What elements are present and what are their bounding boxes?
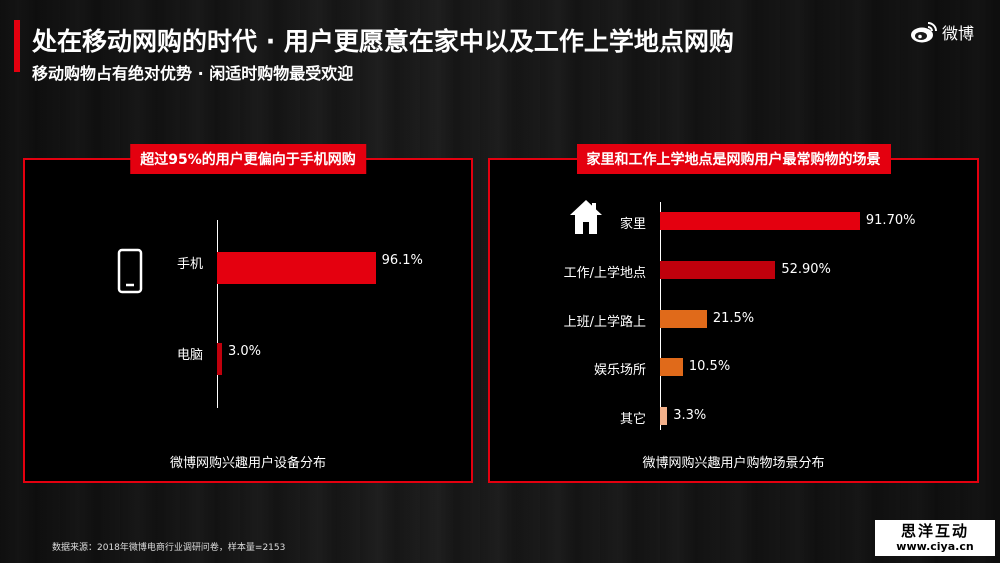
category-label: 工作/上学地点 [563,266,646,281]
watermark-url: www.ciya.cn [896,540,974,553]
bar [217,252,376,284]
category-label: 家里 [619,217,646,232]
value-label: 10.5% [688,359,731,374]
device-axis [217,220,218,408]
bar [660,358,683,376]
page-subtitle: 移动购物占有绝对优势 · 闲适时购物最受欢迎 [32,64,354,83]
device-panel-caption: 微博网购兴趣用户设备分布 [169,456,326,471]
category-label: 上班/上学路上 [563,315,646,330]
bar [217,343,222,375]
value-label: 21.5% [712,311,755,326]
scene-panel-caption: 微博网购兴趣用户购物场景分布 [642,456,825,471]
scene-distribution-panel: 家里和工作上学地点是网购用户最常购物的场景 家里 91.70% 工作/上学地点 52.… [488,144,979,483]
watermark-badge: 思洋互动 www.ciya.cn [875,520,995,556]
category-label: 娱乐场所 [593,363,646,378]
value-label: 91.70% [865,213,916,228]
value-label: 52.90% [781,262,831,277]
weibo-eye-icon [911,22,937,43]
bar [660,212,860,230]
device-panel-tag: 超过95%的用户更偏向于手机网购 [130,144,366,174]
scene-panel-tag: 家里和工作上学地点是网购用户最常购物的场景 [576,144,891,174]
value-label: 3.0% [227,344,261,359]
weibo-logo: 微博 [910,20,974,44]
page-title: 处在移动网购的时代 · 用户更愿意在家中以及工作上学地点网购 [32,27,734,56]
mobile-phone-icon [117,248,143,294]
value-label: 3.3% [673,408,707,423]
watermark-title: 思洋互动 [900,522,969,540]
category-label: 电脑 [176,348,203,363]
category-label: 其它 [619,412,646,427]
value-label: 96.1% [381,253,423,268]
house-icon [570,200,602,234]
bar [660,407,668,425]
title-accent-bar [14,20,20,72]
weibo-logo-text: 微博 [942,24,975,43]
bar [660,261,776,279]
bar [660,310,707,328]
device-distribution-panel: 超过95%的用户更偏向于手机网购 手机 96.1% 电脑 3.0% 微博网购兴趣用户设… [23,144,473,483]
data-source-note: 数据来源：2018年微博电商行业调研问卷，样本量=2153 [52,543,286,553]
category-label: 手机 [176,257,203,272]
